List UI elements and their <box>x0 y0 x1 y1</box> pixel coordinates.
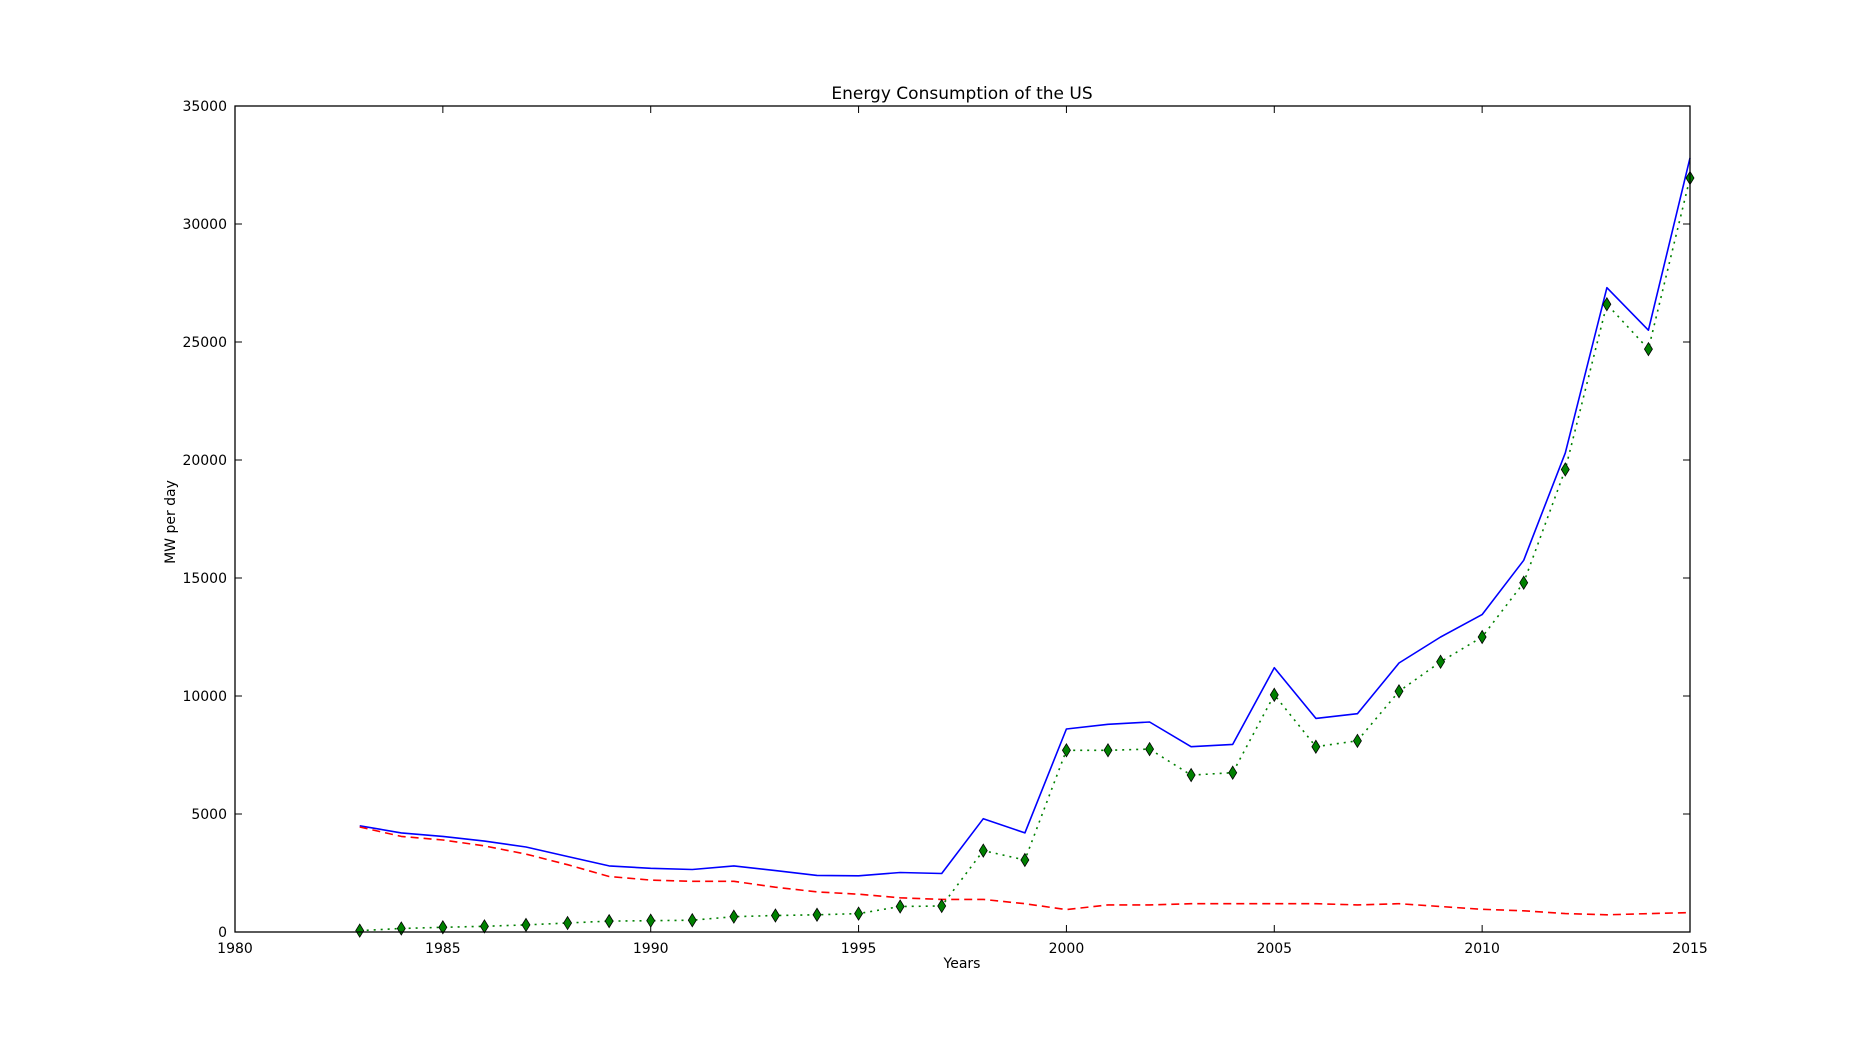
plot-frame <box>234 105 1691 933</box>
data-point-marker <box>854 906 864 921</box>
data-point-marker <box>646 913 656 928</box>
data-point-marker <box>1061 743 1071 758</box>
data-point-marker <box>1477 629 1487 645</box>
data-point-marker <box>1228 765 1238 780</box>
x-tick-label: 2015 <box>1672 941 1708 957</box>
data-point-marker <box>1186 767 1196 783</box>
x-tick-label: 2005 <box>1256 941 1292 957</box>
data-point-marker <box>1560 462 1570 477</box>
y-tick-label: 15000 <box>182 571 227 587</box>
y-tick-label: 10000 <box>182 689 227 705</box>
data-point-marker <box>1394 684 1404 699</box>
y-tick-label: 20000 <box>182 453 227 469</box>
data-point-marker <box>1311 739 1321 755</box>
data-point-marker <box>1519 575 1529 590</box>
data-point-marker <box>729 909 739 924</box>
x-tick-label: 1995 <box>841 941 877 957</box>
y-tick-label: 0 <box>218 925 227 941</box>
y-tick-label: 30000 <box>182 217 227 233</box>
data-point-marker <box>812 907 822 923</box>
series-line-0 <box>359 157 1691 877</box>
x-tick-label: 1980 <box>217 941 253 957</box>
series-line-1 <box>359 826 1691 916</box>
data-point-marker <box>937 898 947 914</box>
data-point-marker <box>1602 296 1612 312</box>
y-tick-label: 25000 <box>182 335 227 351</box>
y-tick-label: 35000 <box>182 99 227 115</box>
series-layer <box>355 157 1695 938</box>
data-point-marker <box>479 919 489 934</box>
data-point-marker <box>895 899 905 914</box>
tick-labels: 1980 1985 1990 1995 2000 2005 2010 2015 0 5000 100… <box>182 99 1707 957</box>
y-axis-label: MW per day <box>163 480 179 564</box>
chart-title: Energy Consumption of the US <box>831 84 1092 104</box>
x-axis-label: Years <box>943 956 981 972</box>
data-point-marker <box>1643 341 1653 357</box>
data-point-marker <box>1436 654 1446 670</box>
data-point-marker <box>1269 687 1279 703</box>
data-point-marker <box>770 908 780 923</box>
x-tick-label: 1990 <box>633 941 669 957</box>
data-point-marker <box>604 913 614 929</box>
data-point-marker <box>978 843 988 858</box>
data-point-marker <box>1145 741 1155 757</box>
data-point-marker <box>1103 743 1113 758</box>
data-point-marker <box>1020 852 1030 868</box>
x-tick-label: 1985 <box>425 941 461 957</box>
y-tick-label: 5000 <box>191 807 227 823</box>
x-tick-label: 2010 <box>1464 941 1500 957</box>
data-point-marker <box>1352 733 1362 749</box>
data-point-marker <box>563 915 573 931</box>
data-point-marker <box>438 920 448 935</box>
data-point-marker <box>355 923 365 938</box>
x-tick-label: 2000 <box>1049 941 1085 957</box>
data-point-marker <box>687 912 697 928</box>
